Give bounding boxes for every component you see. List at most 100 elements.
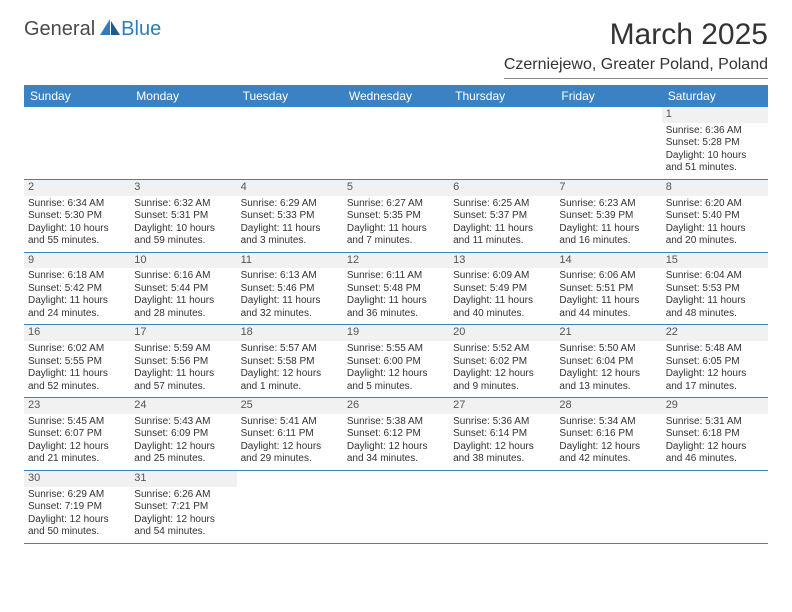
day-cell: 3Sunrise: 6:32 AMSunset: 5:31 PMDaylight… — [130, 179, 236, 252]
sunrise-text: Sunrise: 6:11 AM — [347, 270, 445, 283]
daylight1-text: Daylight: 12 hours — [666, 368, 764, 381]
daylight2-text: and 51 minutes. — [666, 162, 764, 175]
sunset-text: Sunset: 6:16 PM — [559, 428, 657, 441]
daylight2-text: and 52 minutes. — [28, 381, 126, 394]
week-row: 16Sunrise: 6:02 AMSunset: 5:55 PMDayligh… — [24, 325, 768, 398]
daylight1-text: Daylight: 10 hours — [666, 150, 764, 163]
day-header: Wednesday — [343, 85, 449, 107]
sunset-text: Sunset: 5:30 PM — [28, 210, 126, 223]
sunrise-text: Sunrise: 6:34 AM — [28, 198, 126, 211]
day-cell: 4Sunrise: 6:29 AMSunset: 5:33 PMDaylight… — [237, 179, 343, 252]
day-number: 31 — [130, 471, 236, 487]
daylight1-text: Daylight: 11 hours — [241, 295, 339, 308]
day-header: Tuesday — [237, 85, 343, 107]
sunrise-text: Sunrise: 5:41 AM — [241, 416, 339, 429]
day-cell: 6Sunrise: 6:25 AMSunset: 5:37 PMDaylight… — [449, 179, 555, 252]
logo-text-blue: Blue — [121, 18, 161, 41]
day-cell: 13Sunrise: 6:09 AMSunset: 5:49 PMDayligh… — [449, 252, 555, 325]
day-header: Friday — [555, 85, 661, 107]
daylight2-text: and 42 minutes. — [559, 453, 657, 466]
daylight2-text: and 7 minutes. — [347, 235, 445, 248]
daylight1-text: Daylight: 12 hours — [559, 441, 657, 454]
sunrise-text: Sunrise: 5:36 AM — [453, 416, 551, 429]
day-header: Sunday — [24, 85, 130, 107]
day-number: 30 — [24, 471, 130, 487]
daylight2-text: and 34 minutes. — [347, 453, 445, 466]
day-cell: 1Sunrise: 6:36 AMSunset: 5:28 PMDaylight… — [662, 107, 768, 179]
day-header: Saturday — [662, 85, 768, 107]
sunrise-text: Sunrise: 6:18 AM — [28, 270, 126, 283]
sunset-text: Sunset: 6:04 PM — [559, 356, 657, 369]
day-cell — [343, 107, 449, 179]
sunrise-text: Sunrise: 6:26 AM — [134, 489, 232, 502]
daylight2-text: and 50 minutes. — [28, 526, 126, 539]
day-number: 5 — [343, 180, 449, 196]
day-cell — [555, 107, 661, 179]
week-row: 23Sunrise: 5:45 AMSunset: 6:07 PMDayligh… — [24, 398, 768, 471]
day-number-blank — [237, 107, 343, 123]
day-number: 13 — [449, 253, 555, 269]
daylight1-text: Daylight: 11 hours — [666, 295, 764, 308]
daylight1-text: Daylight: 11 hours — [666, 223, 764, 236]
day-cell — [555, 470, 661, 543]
sunset-text: Sunset: 5:28 PM — [666, 137, 764, 150]
day-cell: 15Sunrise: 6:04 AMSunset: 5:53 PMDayligh… — [662, 252, 768, 325]
day-number: 4 — [237, 180, 343, 196]
sunset-text: Sunset: 5:39 PM — [559, 210, 657, 223]
sunset-text: Sunset: 5:40 PM — [666, 210, 764, 223]
daylight2-text: and 55 minutes. — [28, 235, 126, 248]
sunset-text: Sunset: 5:49 PM — [453, 283, 551, 296]
day-cell: 2Sunrise: 6:34 AMSunset: 5:30 PMDaylight… — [24, 179, 130, 252]
day-number: 3 — [130, 180, 236, 196]
sunset-text: Sunset: 6:18 PM — [666, 428, 764, 441]
daylight2-text: and 46 minutes. — [666, 453, 764, 466]
day-cell: 26Sunrise: 5:38 AMSunset: 6:12 PMDayligh… — [343, 398, 449, 471]
daylight2-text: and 21 minutes. — [28, 453, 126, 466]
day-number: 25 — [237, 398, 343, 414]
day-cell: 28Sunrise: 5:34 AMSunset: 6:16 PMDayligh… — [555, 398, 661, 471]
day-number: 28 — [555, 398, 661, 414]
daylight1-text: Daylight: 11 hours — [453, 223, 551, 236]
day-cell: 22Sunrise: 5:48 AMSunset: 6:05 PMDayligh… — [662, 325, 768, 398]
daylight2-text: and 29 minutes. — [241, 453, 339, 466]
day-number: 29 — [662, 398, 768, 414]
daylight2-text: and 1 minute. — [241, 381, 339, 394]
sunset-text: Sunset: 5:46 PM — [241, 283, 339, 296]
daylight1-text: Daylight: 11 hours — [453, 295, 551, 308]
daylight1-text: Daylight: 11 hours — [559, 295, 657, 308]
day-cell: 11Sunrise: 6:13 AMSunset: 5:46 PMDayligh… — [237, 252, 343, 325]
day-cell: 20Sunrise: 5:52 AMSunset: 6:02 PMDayligh… — [449, 325, 555, 398]
week-row: 2Sunrise: 6:34 AMSunset: 5:30 PMDaylight… — [24, 179, 768, 252]
day-number: 20 — [449, 325, 555, 341]
day-cell: 25Sunrise: 5:41 AMSunset: 6:11 PMDayligh… — [237, 398, 343, 471]
daylight1-text: Daylight: 12 hours — [28, 441, 126, 454]
daylight1-text: Daylight: 10 hours — [28, 223, 126, 236]
day-cell: 8Sunrise: 6:20 AMSunset: 5:40 PMDaylight… — [662, 179, 768, 252]
sunset-text: Sunset: 6:02 PM — [453, 356, 551, 369]
daylight1-text: Daylight: 12 hours — [28, 514, 126, 527]
day-cell — [24, 107, 130, 179]
sunrise-text: Sunrise: 6:32 AM — [134, 198, 232, 211]
day-number-blank — [555, 107, 661, 123]
sunrise-text: Sunrise: 5:55 AM — [347, 343, 445, 356]
sunrise-text: Sunrise: 5:45 AM — [28, 416, 126, 429]
daylight1-text: Daylight: 11 hours — [28, 368, 126, 381]
daylight2-text: and 17 minutes. — [666, 381, 764, 394]
day-number-blank — [130, 107, 236, 123]
daylight2-text: and 3 minutes. — [241, 235, 339, 248]
day-number: 10 — [130, 253, 236, 269]
day-cell: 5Sunrise: 6:27 AMSunset: 5:35 PMDaylight… — [343, 179, 449, 252]
day-number: 18 — [237, 325, 343, 341]
sunset-text: Sunset: 7:19 PM — [28, 501, 126, 514]
day-number: 19 — [343, 325, 449, 341]
sunrise-text: Sunrise: 5:59 AM — [134, 343, 232, 356]
day-number-blank — [24, 107, 130, 123]
day-cell: 14Sunrise: 6:06 AMSunset: 5:51 PMDayligh… — [555, 252, 661, 325]
daylight2-text: and 57 minutes. — [134, 381, 232, 394]
sunrise-text: Sunrise: 6:06 AM — [559, 270, 657, 283]
day-cell: 9Sunrise: 6:18 AMSunset: 5:42 PMDaylight… — [24, 252, 130, 325]
day-cell — [662, 470, 768, 543]
sunrise-text: Sunrise: 6:25 AM — [453, 198, 551, 211]
daylight1-text: Daylight: 12 hours — [134, 441, 232, 454]
day-cell: 21Sunrise: 5:50 AMSunset: 6:04 PMDayligh… — [555, 325, 661, 398]
